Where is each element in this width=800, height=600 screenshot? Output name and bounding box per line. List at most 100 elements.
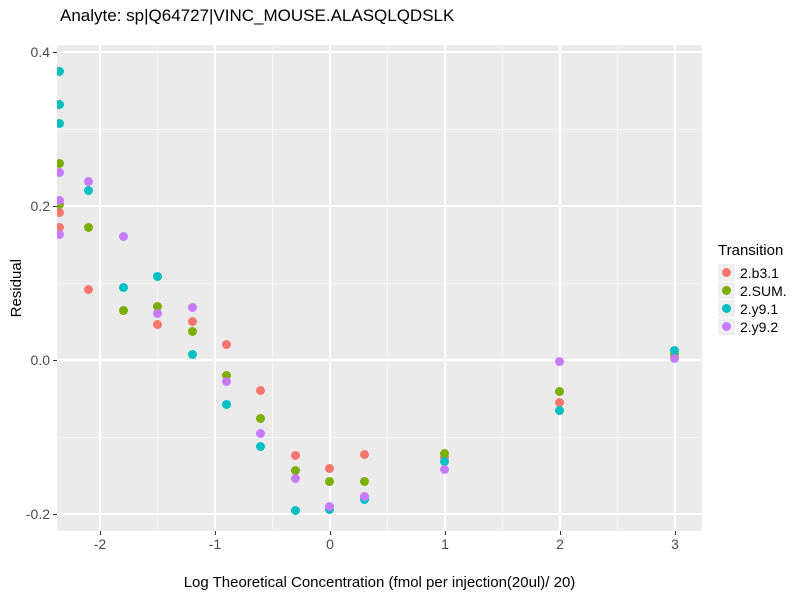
y-tick-label: -0.2 bbox=[25, 506, 50, 523]
data-point bbox=[153, 301, 162, 311]
data-point bbox=[290, 451, 300, 461]
data-point bbox=[84, 177, 93, 187]
data-point bbox=[359, 477, 369, 487]
data-point bbox=[440, 465, 450, 475]
legend-key-dot-icon bbox=[722, 304, 731, 313]
y-tick-label: 0.4 bbox=[30, 44, 50, 61]
legend-key-dot-icon bbox=[722, 286, 731, 295]
data-point bbox=[670, 354, 680, 364]
data-point bbox=[222, 371, 231, 381]
y-major-gridline bbox=[57, 513, 702, 516]
x-tick-label: -1 bbox=[208, 536, 222, 552]
x-major-gridline bbox=[328, 45, 331, 531]
data-point bbox=[118, 282, 128, 292]
x-minor-gridline bbox=[501, 45, 503, 531]
data-point bbox=[325, 463, 335, 473]
data-point bbox=[57, 207, 65, 217]
x-tick-label: 2 bbox=[556, 536, 564, 552]
legend-label: 2.y9.1 bbox=[740, 300, 779, 317]
legend-key-dot-icon bbox=[722, 268, 731, 277]
x-tick-mark bbox=[559, 531, 561, 535]
data-point bbox=[118, 305, 128, 315]
data-point bbox=[57, 158, 65, 168]
x-major-gridline bbox=[558, 45, 561, 531]
y-axis-title-wrap: Residual bbox=[6, 45, 26, 531]
legend-item: 2.b3.1 bbox=[718, 264, 787, 281]
chart-title: Analyte: sp|Q64727|VINC_MOUSE.ALASQLQDSL… bbox=[60, 6, 455, 25]
legend-item: 2.y9.1 bbox=[718, 300, 787, 317]
x-minor-gridline bbox=[157, 45, 158, 531]
data-point bbox=[57, 230, 65, 240]
legend: Transition 2.b3.1 2.SUM. 2.y9.1 2.y9.2 bbox=[718, 242, 787, 336]
x-minor-gridline bbox=[271, 45, 273, 531]
y-tick-mark bbox=[53, 206, 57, 208]
x-tick-mark bbox=[674, 531, 676, 535]
y-tick-mark bbox=[53, 360, 57, 362]
data-point bbox=[84, 284, 93, 294]
x-tick-mark bbox=[329, 531, 331, 535]
legend-label: 2.b3.1 bbox=[740, 264, 779, 281]
x-major-gridline bbox=[673, 45, 676, 531]
data-point bbox=[555, 405, 565, 415]
data-point bbox=[57, 200, 65, 210]
data-point bbox=[57, 222, 65, 232]
data-point bbox=[325, 502, 335, 512]
legend-item: 2.y9.2 bbox=[718, 318, 787, 335]
legend-key bbox=[718, 264, 735, 281]
data-point bbox=[57, 118, 65, 128]
x-major-gridline bbox=[99, 45, 101, 531]
data-point bbox=[290, 474, 300, 484]
y-tick-mark bbox=[53, 514, 57, 516]
y-minor-gridline bbox=[57, 282, 702, 284]
legend-items: 2.b3.1 2.SUM. 2.y9.1 2.y9.2 bbox=[718, 264, 787, 335]
legend-title: Transition bbox=[718, 242, 784, 259]
y-major-gridline bbox=[57, 51, 702, 54]
legend-label: 2.y9.2 bbox=[740, 318, 779, 335]
x-tick-mark bbox=[100, 531, 101, 535]
legend-key bbox=[718, 300, 735, 317]
legend-label: 2.SUM. bbox=[740, 282, 787, 299]
y-major-gridline bbox=[57, 205, 702, 208]
data-point bbox=[222, 377, 231, 387]
x-tick-mark bbox=[215, 531, 216, 535]
data-point bbox=[256, 385, 266, 395]
y-axis-title: Residual bbox=[7, 258, 25, 318]
data-point bbox=[290, 465, 300, 475]
legend-key bbox=[718, 282, 735, 299]
legend-item: 2.SUM. bbox=[718, 282, 787, 299]
data-point bbox=[256, 428, 266, 438]
data-point bbox=[153, 271, 162, 281]
data-point bbox=[153, 308, 162, 318]
data-point bbox=[555, 357, 565, 367]
y-minor-gridline bbox=[57, 128, 702, 130]
data-point bbox=[440, 457, 450, 467]
y-tick-label: 0.2 bbox=[30, 198, 50, 215]
y-minor-gridline bbox=[57, 436, 702, 438]
data-point bbox=[57, 67, 65, 77]
data-point bbox=[222, 339, 231, 349]
x-minor-gridline bbox=[616, 45, 618, 531]
data-point bbox=[359, 450, 369, 460]
x-tick-label: 0 bbox=[326, 536, 334, 552]
x-tick-label: 3 bbox=[671, 536, 679, 552]
data-point bbox=[555, 386, 565, 396]
data-point bbox=[256, 441, 266, 451]
data-point bbox=[290, 505, 300, 515]
data-point bbox=[187, 349, 197, 359]
plot-panel bbox=[57, 45, 702, 531]
x-axis-title: Log Theoretical Concentration (fmol per … bbox=[183, 574, 576, 591]
data-point bbox=[187, 316, 197, 326]
data-point bbox=[84, 223, 93, 233]
data-point bbox=[187, 326, 197, 336]
x-major-gridline bbox=[443, 45, 446, 531]
data-point bbox=[118, 231, 128, 241]
data-point bbox=[153, 320, 162, 330]
x-tick-label: 1 bbox=[441, 536, 449, 552]
y-tick-mark bbox=[53, 52, 57, 54]
data-point bbox=[187, 303, 197, 313]
y-major-gridline bbox=[57, 359, 702, 362]
x-tick-label: -2 bbox=[93, 536, 107, 552]
data-point bbox=[57, 195, 65, 205]
x-major-gridline bbox=[214, 45, 216, 531]
